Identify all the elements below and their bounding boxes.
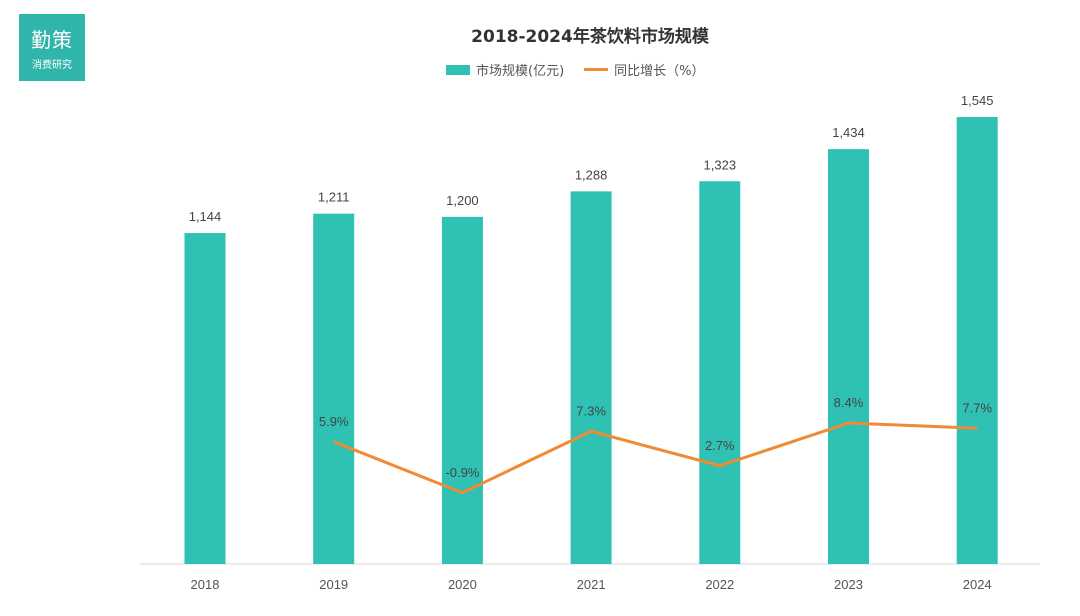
- legend-bar-label: 市场规模(亿元): [476, 64, 565, 79]
- growth-label-2024: 7.7%: [962, 400, 992, 415]
- logo-name: 勤策: [31, 28, 73, 52]
- bar-2023: [828, 149, 869, 564]
- bar-label-2018: 1,144: [189, 209, 222, 224]
- bar-2021: [570, 191, 612, 565]
- bar-label-2021: 1,288: [575, 167, 608, 182]
- bar-2020: [441, 216, 483, 564]
- bar-2019: [313, 213, 355, 564]
- x-tick-2022: 2022: [705, 577, 734, 592]
- bar-label-2023: 1,434: [832, 125, 865, 140]
- logo: 勤策 消费研究: [19, 14, 85, 81]
- bar-2022: [699, 181, 741, 564]
- x-tick-2021: 2021: [577, 577, 606, 592]
- bar-label-2019: 1,211: [318, 190, 350, 205]
- legend-bar-swatch: [446, 64, 470, 75]
- growth-label-2019: 5.9%: [319, 414, 349, 429]
- growth-label-2020: -0.9%: [445, 465, 479, 480]
- x-tick-2023: 2023: [834, 577, 863, 592]
- logo-subtitle: 消费研究: [32, 60, 72, 71]
- bar-2024: [956, 117, 998, 565]
- growth-label-2022: 2.7%: [705, 438, 735, 453]
- bar-2018: [184, 233, 226, 564]
- legend: 市场规模(亿元) 同比增长（%）: [446, 60, 705, 79]
- x-tick-2018: 2018: [191, 577, 220, 592]
- growth-label-2021: 7.3%: [576, 403, 606, 418]
- bar-label-2020: 1,200: [446, 193, 479, 208]
- growth-label-2023: 8.4%: [834, 395, 864, 410]
- legend-line-swatch: [584, 68, 609, 71]
- bar-label-2022: 1,323: [704, 157, 737, 172]
- bar-label-2024: 1,545: [961, 93, 994, 108]
- x-tick-2024: 2024: [963, 577, 992, 592]
- legend-line-label: 同比增长（%）: [614, 64, 705, 79]
- growth-line: [333, 421, 978, 495]
- chart-title: 2018-2024年茶饮料市场规模: [471, 27, 709, 47]
- x-tick-2019: 2019: [319, 577, 348, 592]
- x-tick-2020: 2020: [448, 577, 477, 592]
